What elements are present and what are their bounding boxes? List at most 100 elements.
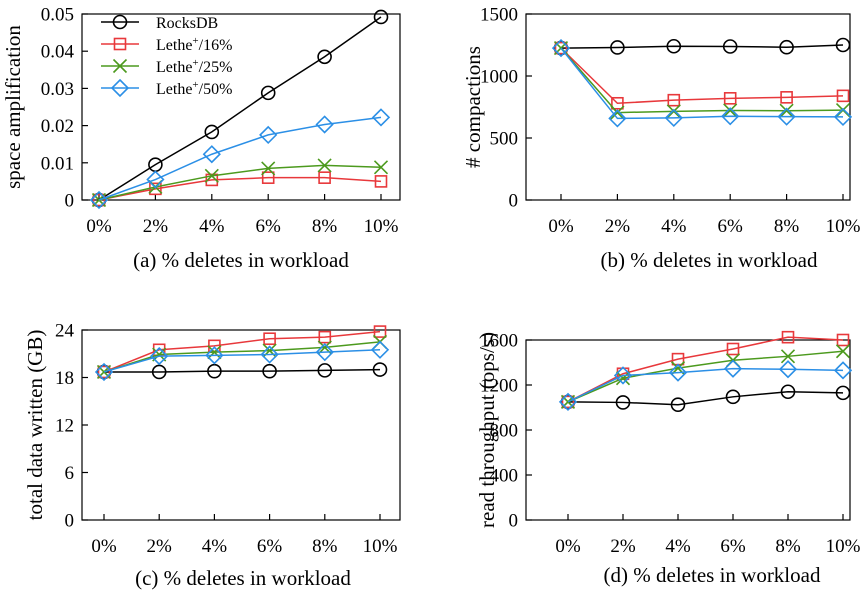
- data-point-rocksdb: [779, 39, 794, 55]
- legend-marker: [112, 14, 128, 30]
- y-tick-label: 1000: [480, 67, 518, 88]
- data-point-rocksdb: [610, 40, 625, 55]
- series-line-lethe16: [567, 336, 844, 403]
- data-point-rocksdb: [317, 49, 332, 65]
- data-point-rocksdb: [722, 39, 738, 54]
- x-tick-label: 2%: [605, 216, 631, 237]
- data-point-lethe50: [150, 346, 169, 366]
- x-tick-label: 8%: [312, 536, 338, 557]
- y-tick-label: 0: [65, 191, 75, 212]
- data-point-rocksdb: [835, 385, 851, 401]
- data-point-rocksdb: [835, 37, 851, 53]
- y-tick-label: 1500: [480, 5, 518, 26]
- chart-caption: (d) % deletes in workload: [604, 563, 821, 587]
- data-point-lethe50: [668, 363, 688, 382]
- data-point-rocksdb: [666, 38, 682, 54]
- y-tick-label: 0.02: [41, 116, 74, 137]
- data-point-lethe50: [664, 108, 683, 128]
- series-line-lethe50: [567, 367, 844, 403]
- data-point-rocksdb: [207, 363, 222, 379]
- y-axis-label: total data written (GB): [23, 330, 47, 521]
- data-point-lethe16: [836, 89, 850, 103]
- x-tick-label: 8%: [775, 536, 801, 557]
- data-point-lethe25: [373, 160, 389, 175]
- data-point-lethe16: [373, 325, 387, 338]
- x-tick-label: 10%: [364, 216, 399, 237]
- data-point-lethe50: [371, 108, 391, 127]
- data-point-lethe25: [723, 103, 738, 118]
- x-tick-label: 6%: [718, 216, 744, 237]
- data-point-lethe50: [260, 345, 279, 364]
- legend-entry-label: Lethe+/25%: [156, 57, 232, 76]
- y-tick-label: 0.03: [41, 79, 74, 100]
- x-tick-label: 2%: [143, 216, 169, 237]
- data-point-rocksdb: [262, 363, 277, 379]
- data-point-rocksdb: [260, 85, 276, 101]
- series-line-rocksdb: [560, 44, 844, 49]
- series-line-lethe50: [560, 47, 844, 120]
- series-line-lethe16: [103, 330, 381, 373]
- chart-panel-1: 0 0.01 0.02 0.03 0.04 0.05 0% 2% 4% 6% 8% 10% space …: [1, 5, 401, 272]
- y-tick-label: 800: [490, 421, 519, 442]
- x-tick-label: 4%: [199, 216, 225, 237]
- series-line-lethe16: [560, 47, 844, 105]
- x-tick-label: 0%: [91, 536, 117, 557]
- data-point-lethe16: [205, 173, 219, 187]
- y-tick-label: 0.01: [41, 153, 74, 174]
- chart-panel-4: 0 400 800 1200 1600 0% 2% 4% 6% 8% 10% read through…: [475, 331, 861, 588]
- y-tick-label: 500: [490, 129, 519, 150]
- data-point-lethe16: [780, 91, 793, 104]
- data-point-rocksdb: [204, 124, 220, 140]
- y-tick-label: 6: [65, 463, 75, 484]
- data-point-lethe50: [315, 343, 334, 362]
- x-tick-label: 6%: [720, 536, 746, 557]
- series-line-lethe25: [98, 164, 382, 201]
- data-point-lethe16: [561, 395, 575, 409]
- legend-entry-label: Lethe+/50%: [156, 79, 232, 98]
- series-line-lethe25: [567, 350, 844, 403]
- x-tick-label: 0%: [555, 536, 581, 557]
- y-axis-label: # compactions: [461, 46, 485, 168]
- x-tick-label: 2%: [147, 536, 173, 557]
- legend: RocksDB Lethe+/16% Lethe+/25% Lethe+/50%: [101, 14, 232, 98]
- data-point-lethe25: [835, 344, 851, 359]
- legend-entry-label: Lethe+/16%: [156, 35, 232, 54]
- data-point-lethe50: [94, 362, 114, 382]
- data-point-lethe25: [317, 158, 332, 173]
- data-point-lethe16: [97, 365, 111, 379]
- data-point-lethe16: [726, 342, 740, 356]
- data-point-rocksdb: [560, 394, 576, 410]
- y-tick-label: 1200: [480, 376, 518, 397]
- legend-marker: [112, 58, 128, 74]
- data-point-lethe50: [370, 340, 390, 359]
- x-tick-label: 6%: [257, 536, 283, 557]
- y-tick-label: 400: [490, 466, 519, 487]
- data-point-lethe16: [318, 171, 331, 184]
- data-point-lethe50: [89, 190, 109, 210]
- data-point-lethe50: [205, 346, 224, 365]
- chart-caption: (b) % deletes in workload: [601, 248, 818, 272]
- data-point-lethe16: [261, 171, 275, 184]
- data-point-lethe50: [315, 115, 334, 134]
- x-tick-label: 8%: [312, 216, 338, 237]
- plot-frame: [81, 329, 401, 521]
- series-line-rocksdb: [98, 16, 382, 201]
- x-tick-label: 8%: [774, 216, 800, 237]
- data-point-lethe50: [833, 107, 853, 127]
- data-point-lethe25: [610, 105, 625, 120]
- x-tick-label: 0%: [548, 216, 574, 237]
- legend-marker: [113, 37, 127, 51]
- data-point-rocksdb: [317, 363, 333, 378]
- data-point-lethe50: [723, 359, 743, 378]
- data-point-lethe16: [263, 332, 276, 346]
- chart-panel-2: 0 500 1000 1500 0% 2% 4% 6% 8% 10% # compactions (b…: [461, 5, 861, 273]
- data-point-lethe25: [207, 345, 222, 360]
- data-point-lethe50: [558, 392, 578, 412]
- x-tick-label: 10%: [826, 216, 861, 237]
- data-point-lethe50: [259, 125, 278, 145]
- data-point-rocksdb: [780, 384, 796, 400]
- data-point-lethe16: [781, 330, 795, 344]
- data-point-rocksdb: [725, 389, 741, 405]
- y-tick-label: 12: [55, 416, 74, 437]
- data-point-lethe50: [721, 107, 740, 126]
